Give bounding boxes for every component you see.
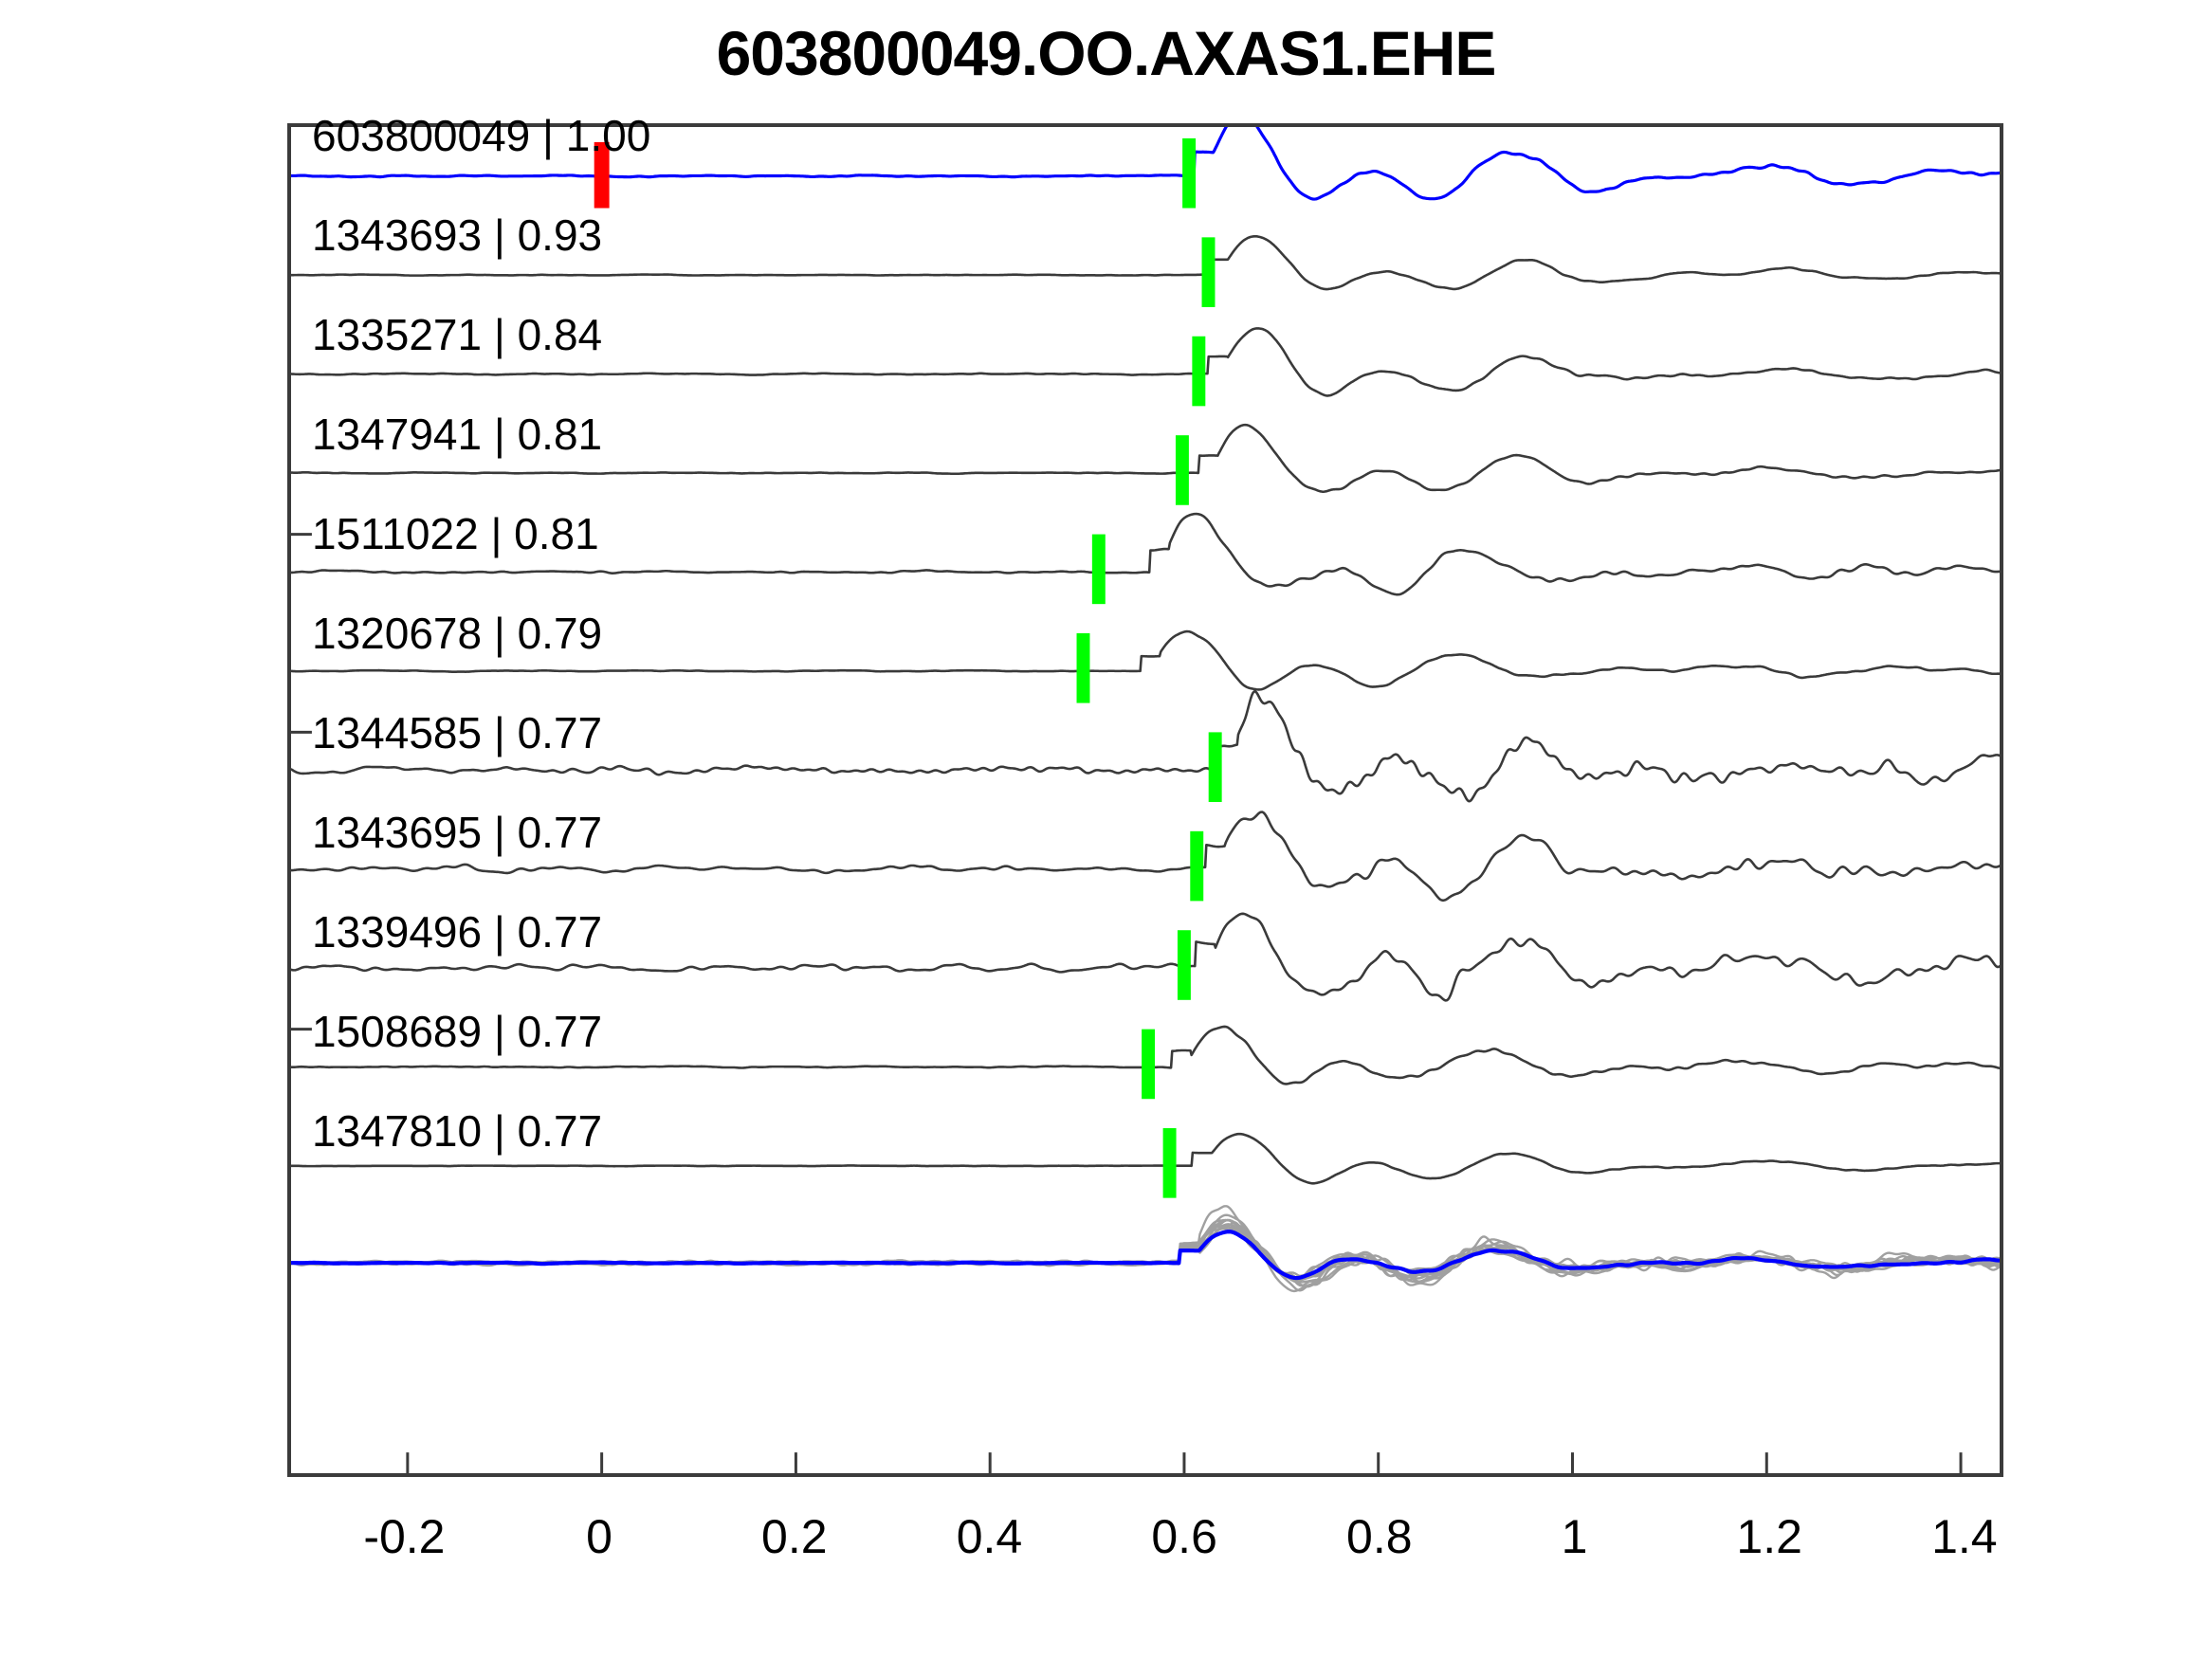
- phase-pick-marker: [1177, 930, 1191, 1000]
- phase-pick-marker: [1208, 732, 1222, 802]
- waveform-trace: [291, 1132, 2000, 1185]
- stacked-trace: [291, 1221, 2000, 1283]
- phase-pick-marker: [1162, 1128, 1177, 1198]
- trace-label: 1347810 | 0.77: [312, 1106, 603, 1156]
- trace-label: 1320678 | 0.79: [312, 609, 603, 658]
- stacked-trace: [291, 1219, 2000, 1284]
- x-tick-label: 0.8: [1346, 1510, 1413, 1563]
- phase-pick-marker: [1091, 534, 1106, 605]
- x-axis: -0.2 0 0.2 0.4 0.6 0.8 1 1.2 1.4: [287, 1477, 2003, 1591]
- trace-label: 1508689 | 0.77: [312, 1007, 603, 1056]
- waveform-trace: [291, 234, 2000, 291]
- trace-label: 1344585 | 0.77: [312, 708, 603, 757]
- x-tick-label: 0.4: [956, 1510, 1023, 1563]
- trace-label: 1335271 | 0.84: [312, 310, 603, 359]
- trace-label: 1339496 | 0.77: [312, 907, 603, 957]
- waveform-canvas: [291, 127, 2000, 1473]
- trace-label: 1343695 | 0.77: [312, 808, 603, 857]
- stacked-trace: [291, 1213, 2000, 1293]
- phase-pick-marker: [1182, 137, 1197, 209]
- stacked-trace: [291, 1226, 2000, 1280]
- phase-pick-marker: [1076, 632, 1090, 703]
- waveform-trace: [291, 811, 2000, 902]
- x-tick-label: 0.2: [761, 1510, 828, 1563]
- waveform-trace: [291, 690, 2000, 803]
- trace-layer: [291, 127, 2000, 1473]
- waveform-trace: [291, 629, 2000, 691]
- waveform-trace: [291, 327, 2000, 397]
- x-tick-label: 0: [586, 1510, 612, 1563]
- phase-pick-marker: [1142, 1029, 1156, 1100]
- waveform-trace: [291, 127, 2000, 201]
- phase-pick-marker: [1190, 830, 1204, 902]
- stacked-template-trace: [291, 1230, 2000, 1281]
- stacked-trace: [291, 1223, 2000, 1280]
- x-tick-label: 1: [1561, 1510, 1588, 1563]
- x-tick-label: 1.2: [1736, 1510, 1802, 1563]
- x-tick-label: -0.2: [363, 1510, 446, 1563]
- waveform-trace: [291, 423, 2000, 494]
- x-tick-label: 0.6: [1151, 1510, 1217, 1563]
- origin-time-marker: [594, 141, 610, 209]
- phase-pick-marker: [1175, 435, 1189, 505]
- x-tick-label: 1.4: [1931, 1510, 1998, 1563]
- trace-label: 1343693 | 0.93: [312, 210, 603, 260]
- trace-label: 1511022 | 0.81: [312, 509, 599, 558]
- waveform-plot-panel: 603800049 | 1.00 1343693 | 0.93 1335271 | …: [287, 114, 2003, 1477]
- stacked-trace: [291, 1218, 2000, 1281]
- stacked-trace: [291, 1205, 2000, 1292]
- phase-pick-marker: [1192, 336, 1206, 407]
- waveform-trace: [291, 512, 2000, 596]
- page-title: 603800049.OO.AXAS1.EHE: [716, 18, 1497, 88]
- phase-pick-marker: [1201, 237, 1216, 307]
- stacked-trace: [291, 1218, 2000, 1288]
- trace-label: 1347941 | 0.81: [312, 410, 603, 459]
- waveform-trace: [291, 912, 2000, 1002]
- trace-label: 603800049 | 1.00: [312, 111, 651, 160]
